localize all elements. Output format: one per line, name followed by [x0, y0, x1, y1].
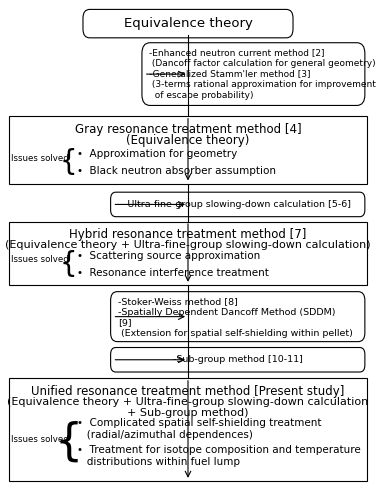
Text: •  Treatment for isotope composition and temperature: • Treatment for isotope composition and …: [77, 446, 361, 456]
Text: -Ultra-fine-group slowing-down calculation [5-6]: -Ultra-fine-group slowing-down calculati…: [124, 200, 351, 209]
Bar: [9, 222, 367, 286]
Text: (3-terms rational approximation for improvement: (3-terms rational approximation for impr…: [149, 80, 376, 89]
Text: -Enhanced neutron current method [2]: -Enhanced neutron current method [2]: [149, 48, 325, 58]
Text: distributions within fuel lump: distributions within fuel lump: [77, 456, 241, 466]
FancyBboxPatch shape: [111, 348, 365, 372]
Text: -Sub-group method [10-11]: -Sub-group method [10-11]: [173, 356, 303, 364]
Text: Issues solved: Issues solved: [11, 154, 69, 163]
Text: of escape probability): of escape probability): [149, 90, 254, 100]
Text: (Dancoff factor calculation for general geometry): (Dancoff factor calculation for general …: [149, 59, 376, 68]
Text: [9]: [9]: [118, 318, 132, 328]
Text: Unified resonance treatment method [Present study]: Unified resonance treatment method [Pres…: [31, 384, 345, 398]
Text: -Generalized Stamm'ler method [3]: -Generalized Stamm'ler method [3]: [149, 70, 311, 78]
Text: (Equivalence theory + Ultra-fine-group slowing-down calculation): (Equivalence theory + Ultra-fine-group s…: [5, 240, 371, 250]
Text: {: {: [59, 148, 77, 176]
Text: {: {: [54, 420, 82, 464]
Text: Hybrid resonance treatment method [7]: Hybrid resonance treatment method [7]: [69, 228, 307, 241]
Text: -Spatially Dependent Dancoff Method (SDDM): -Spatially Dependent Dancoff Method (SDD…: [118, 308, 335, 317]
Text: Issues solved: Issues solved: [11, 435, 69, 444]
Text: Issues solved: Issues solved: [11, 256, 69, 264]
Text: -Stoker-Weiss method [8]: -Stoker-Weiss method [8]: [118, 298, 238, 306]
FancyBboxPatch shape: [111, 292, 365, 342]
FancyBboxPatch shape: [111, 192, 365, 216]
FancyBboxPatch shape: [142, 42, 365, 106]
Text: Equivalence theory: Equivalence theory: [124, 17, 252, 30]
Text: {: {: [59, 250, 77, 278]
Bar: [9, 116, 367, 184]
Text: (Extension for spatial self-shielding within pellet): (Extension for spatial self-shielding wi…: [118, 329, 353, 338]
Text: Gray resonance treatment method [4]: Gray resonance treatment method [4]: [75, 124, 301, 136]
FancyBboxPatch shape: [83, 10, 293, 38]
Text: •  Scattering source approximation: • Scattering source approximation: [77, 251, 261, 261]
Text: (radial/azimuthal dependences): (radial/azimuthal dependences): [77, 430, 253, 440]
Text: + Sub-group method): + Sub-group method): [127, 408, 249, 418]
Text: •  Resonance interference treatment: • Resonance interference treatment: [77, 268, 269, 278]
Text: (Equivalence theory + Ultra-fine-group slowing-down calculation: (Equivalence theory + Ultra-fine-group s…: [8, 398, 368, 407]
Bar: [9, 378, 367, 482]
Text: •  Complicated spatial self-shielding treatment: • Complicated spatial self-shielding tre…: [77, 418, 322, 428]
Text: •  Black neutron absorber assumption: • Black neutron absorber assumption: [77, 166, 276, 176]
Text: •  Approximation for geometry: • Approximation for geometry: [77, 150, 238, 160]
Text: (Equivalence theory): (Equivalence theory): [126, 134, 250, 147]
